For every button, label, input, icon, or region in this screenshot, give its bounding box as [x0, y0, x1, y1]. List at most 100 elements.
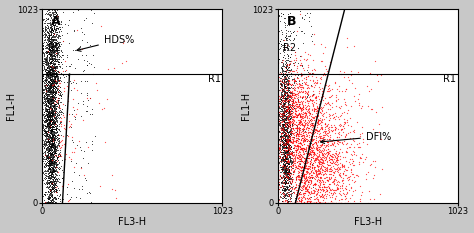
- Point: [48, 71, 56, 74]
- Point: [290, 187, 298, 191]
- Point: [308, 99, 315, 102]
- Point: [291, 87, 298, 91]
- Point: [50, 143, 57, 146]
- Point: [55, 15, 62, 19]
- Point: [274, 73, 282, 76]
- Point: [45, 88, 52, 92]
- Point: [48, 68, 55, 72]
- Point: [43, 139, 50, 143]
- Point: [45, 158, 52, 161]
- Point: [302, 111, 310, 114]
- Point: [274, 99, 282, 103]
- Point: [279, 50, 287, 53]
- Point: [46, 117, 54, 121]
- Point: [51, 29, 59, 33]
- Point: [277, 85, 285, 88]
- Point: [325, 167, 333, 171]
- Point: [39, 33, 47, 37]
- Point: [53, 134, 60, 137]
- Point: [286, 132, 293, 136]
- Point: [274, 156, 282, 160]
- Point: [111, 188, 119, 192]
- Point: [50, 38, 57, 42]
- Point: [305, 116, 312, 120]
- Point: [51, 36, 59, 39]
- Point: [59, 92, 66, 96]
- Point: [56, 81, 64, 85]
- Point: [50, 84, 58, 88]
- Point: [351, 188, 359, 192]
- Point: [42, 140, 49, 144]
- Point: [291, 93, 299, 97]
- Point: [299, 112, 307, 116]
- Point: [50, 13, 57, 17]
- Point: [43, 109, 51, 113]
- Point: [54, 116, 61, 120]
- Point: [47, 111, 55, 115]
- Point: [297, 106, 304, 110]
- Point: [50, 72, 57, 75]
- Point: [38, 87, 46, 91]
- Point: [326, 114, 333, 118]
- Point: [52, 189, 60, 193]
- Point: [56, 140, 64, 144]
- Point: [285, 167, 292, 171]
- Point: [41, 124, 49, 127]
- Point: [47, 59, 55, 62]
- Point: [310, 92, 318, 96]
- Point: [320, 201, 328, 205]
- Point: [43, 137, 50, 141]
- Point: [50, 139, 57, 143]
- Point: [304, 52, 311, 56]
- Point: [287, 120, 295, 124]
- Point: [286, 156, 293, 160]
- Point: [283, 142, 291, 145]
- Point: [46, 134, 53, 137]
- Point: [45, 149, 53, 153]
- Point: [54, 136, 62, 140]
- Point: [310, 176, 318, 179]
- Point: [41, 87, 48, 91]
- Point: [319, 117, 326, 121]
- Point: [286, 110, 293, 113]
- Point: [279, 105, 286, 109]
- Point: [284, 99, 292, 103]
- Point: [281, 164, 289, 168]
- Point: [287, 152, 295, 155]
- Point: [50, 106, 57, 110]
- Point: [48, 80, 56, 84]
- Point: [283, 130, 291, 134]
- Point: [292, 144, 299, 148]
- Point: [276, 190, 283, 194]
- Point: [312, 169, 320, 172]
- Point: [52, 167, 60, 171]
- Point: [52, 41, 60, 45]
- Point: [303, 123, 310, 127]
- Point: [274, 176, 282, 180]
- Point: [274, 156, 282, 160]
- Point: [49, 96, 56, 99]
- Point: [334, 186, 341, 190]
- Point: [319, 164, 327, 168]
- Point: [293, 29, 301, 33]
- Point: [294, 186, 301, 189]
- Point: [369, 176, 377, 180]
- Point: [51, 9, 59, 13]
- Point: [327, 188, 335, 192]
- Point: [54, 83, 62, 86]
- Point: [317, 87, 324, 91]
- Point: [52, 24, 60, 28]
- Point: [293, 143, 301, 146]
- Point: [46, 167, 54, 171]
- Point: [47, 168, 55, 172]
- Point: [279, 126, 286, 130]
- Point: [283, 181, 291, 185]
- Point: [324, 126, 332, 130]
- Point: [288, 102, 296, 106]
- Point: [274, 144, 282, 148]
- Point: [47, 130, 55, 133]
- Point: [310, 106, 318, 110]
- Point: [292, 182, 300, 186]
- Point: [280, 180, 287, 183]
- Point: [303, 201, 310, 205]
